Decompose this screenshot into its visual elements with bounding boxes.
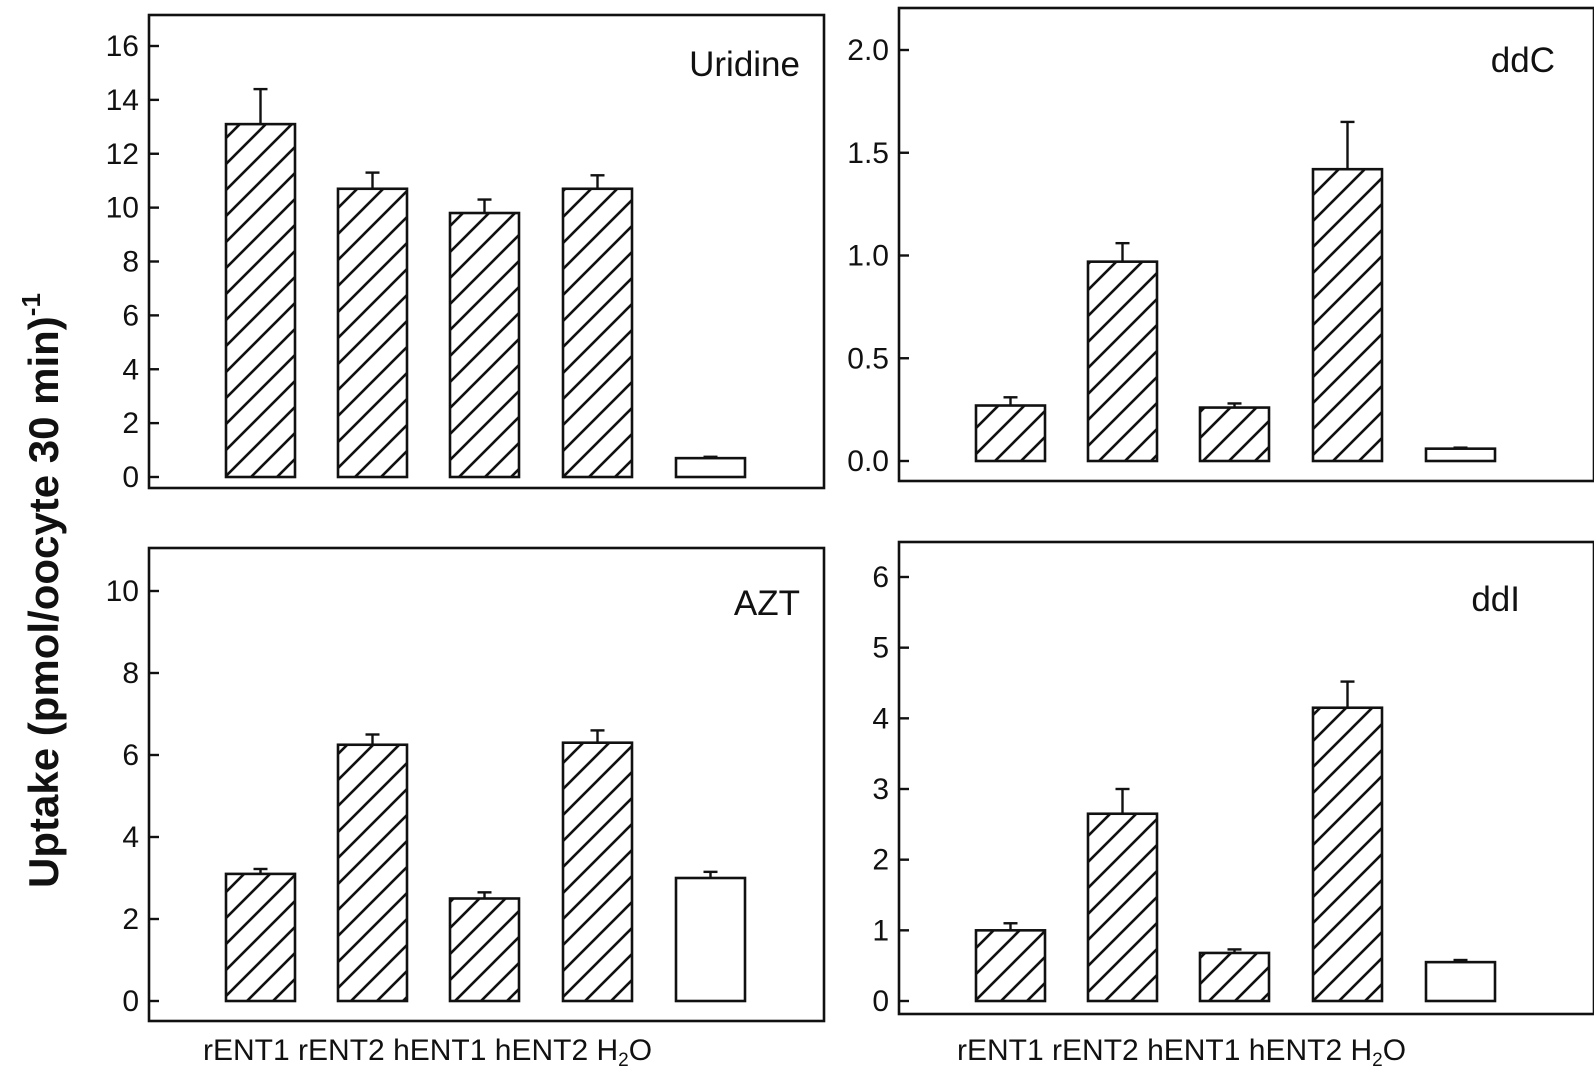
panel-frame	[897, 540, 1594, 1016]
category-label-h2o: H2O	[1350, 1034, 1407, 1071]
panel-ddc: 0.0 0.5 1.0 1.5 2.0 ddC	[847, 6, 1594, 483]
category-label-rENT2: rENT2	[298, 1034, 385, 1067]
y-tick-label: 0.5	[847, 342, 889, 375]
bar-hent2	[561, 741, 634, 1003]
x-category-labels-right: rENT1 rENT2 hENT1 hENT2 H2O	[957, 1034, 1407, 1071]
bar-rent1	[224, 872, 297, 1003]
panel-title: AZT	[734, 584, 800, 623]
y-tick-label: 3	[872, 773, 889, 806]
bar-hent1	[448, 897, 521, 1003]
y-tick-label: 2	[872, 844, 889, 877]
panel-frame	[147, 13, 826, 490]
y-tick-label: 12	[106, 138, 139, 171]
category-label-rENT1: rENT1	[957, 1034, 1044, 1067]
y-tick-label: 6	[122, 299, 139, 332]
y-tick-label: 14	[106, 84, 139, 117]
bar-rent2	[1086, 260, 1159, 463]
bar-hent2	[1311, 167, 1384, 463]
y-tick-label: 10	[106, 575, 139, 608]
y-tick-label: 4	[872, 702, 889, 735]
bar-h2o	[674, 456, 747, 479]
y-tick-label: 0	[122, 461, 139, 494]
bar-rent1	[974, 404, 1047, 463]
category-label-rENT1: rENT1	[203, 1034, 290, 1067]
y-tick-label: 2.0	[847, 34, 889, 67]
y-axis-label-text: Uptake (pmol/oocyte 30 min)	[20, 316, 67, 888]
category-label-h2o: H2O	[596, 1034, 653, 1071]
bar-rent1	[224, 122, 297, 479]
bar-hent1	[1198, 406, 1271, 463]
panel-frame	[147, 546, 826, 1023]
y-tick-label: 0	[872, 985, 889, 1018]
y-tick-label: 10	[106, 192, 139, 225]
panel-azt: 0 2 4 6 8 10 AZT	[106, 546, 826, 1023]
y-tick-label: 8	[122, 657, 139, 690]
y-tick-label: 8	[122, 246, 139, 279]
category-label-hENT1: hENT1	[393, 1034, 487, 1067]
y-tick-label: 4	[122, 821, 139, 854]
panel-title: Uridine	[689, 45, 800, 84]
bar-hent1	[1198, 951, 1271, 1003]
category-label-hENT1: hENT1	[1147, 1034, 1241, 1067]
bar-hent1	[448, 211, 521, 479]
panel-title: ddI	[1471, 580, 1520, 619]
bar-rent2	[1086, 812, 1159, 1003]
y-tick-label: 1.5	[847, 137, 889, 170]
panel-frame	[897, 6, 1594, 483]
bar-rent2	[336, 743, 409, 1003]
panel-ddi: 0 1 2 3 4 5 6 ddI	[872, 540, 1594, 1018]
y-axis-label-exponent: -1	[16, 293, 46, 317]
y-tick-label: 2	[122, 903, 139, 936]
y-tick-label: 0.0	[847, 445, 889, 478]
bar-rent2	[336, 187, 409, 479]
bar-h2o	[1424, 447, 1497, 463]
y-tick-label: 5	[872, 632, 889, 665]
y-tick-label: 0	[122, 985, 139, 1018]
x-category-labels-left: rENT1 rENT2 hENT1 hENT2 H2O	[203, 1034, 653, 1071]
category-label-rENT2: rENT2	[1052, 1034, 1139, 1067]
panel-uridine: 0 2 4 6 8 10 12 14 16 Uridine	[106, 13, 826, 494]
y-tick-label: 4	[122, 353, 139, 386]
y-tick-label: 16	[106, 30, 139, 63]
bar-h2o	[1424, 960, 1497, 1003]
y-tick-label: 6	[872, 561, 889, 594]
bar-rent1	[974, 929, 1047, 1003]
bar-hent2	[561, 187, 634, 479]
y-tick-label: 6	[122, 739, 139, 772]
category-label-hENT2: hENT2	[1248, 1034, 1343, 1067]
category-label-hENT2: hENT2	[494, 1034, 589, 1067]
panel-title: ddC	[1491, 41, 1555, 80]
y-tick-label: 2	[122, 407, 139, 440]
y-tick-label: 1.0	[847, 240, 889, 273]
bar-h2o	[674, 876, 747, 1003]
bar-hent2	[1311, 706, 1384, 1003]
y-tick-label: 1	[872, 914, 889, 947]
